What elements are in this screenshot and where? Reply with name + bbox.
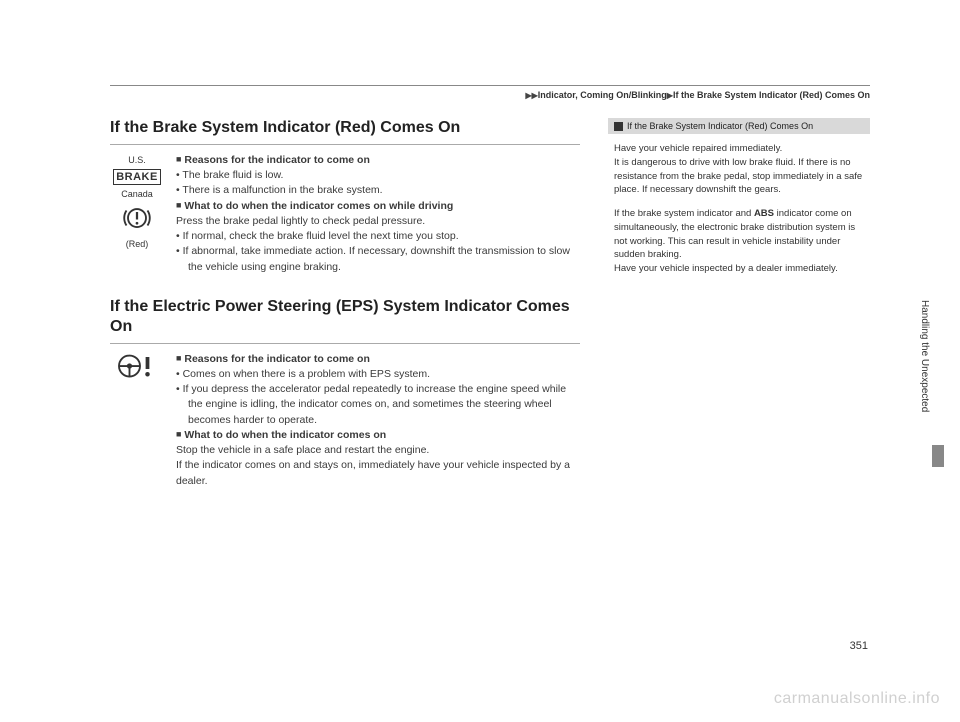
chapter-tab-label: Handling the Unexpected [919, 300, 930, 412]
watermark: carmanualsonline.info [774, 690, 940, 708]
manual-page: ▶▶Indicator, Coming On/Blinking▶If the B… [110, 85, 870, 489]
breadcrumb: ▶▶Indicator, Coming On/Blinking▶If the B… [110, 90, 870, 100]
what-heading: ■ What to do when the indicator comes on [176, 428, 580, 443]
content-columns: If the Brake System Indicator (Red) Come… [110, 118, 870, 489]
section-text: ■ Reasons for the indicator to come on T… [176, 153, 580, 275]
chevron-icon: ▶▶ [525, 91, 537, 100]
list-item: If you depress the accelerator pedal rep… [176, 382, 580, 428]
section-title: If the Electric Power Steering (EPS) Sys… [110, 297, 580, 337]
brake-circle-icon [122, 203, 152, 233]
section-body: ■ Reasons for the indicator to come on C… [110, 352, 580, 489]
section-rule [110, 343, 580, 344]
brake-indicator-icon: BRAKE [113, 169, 161, 185]
list-item: Comes on when there is a problem with EP… [176, 367, 580, 382]
sidebar-header: If the Brake System Indicator (Red) Come… [608, 118, 870, 134]
body-text: Press the brake pedal lightly to check p… [176, 214, 580, 229]
section-2: If the Electric Power Steering (EPS) Sys… [110, 297, 580, 489]
canada-label: Canada [110, 189, 164, 199]
sidebar-para: If the brake system indicator and ABS in… [614, 207, 864, 276]
section-body: U.S. BRAKE Canada (Red) ■ Reasons for th… [110, 153, 580, 275]
sidebar-body: Have your vehicle repaired immediately. … [608, 134, 870, 276]
sidebar-title: If the Brake System Indicator (Red) Come… [627, 121, 813, 131]
list-item: If abnormal, take immediate action. If n… [176, 244, 580, 274]
us-label: U.S. [110, 155, 164, 165]
list-item: If normal, check the brake fluid level t… [176, 229, 580, 244]
indicator-icons: U.S. BRAKE Canada (Red) [110, 153, 164, 275]
list-item: There is a malfunction in the brake syst… [176, 183, 580, 198]
section-title: If the Brake System Indicator (Red) Come… [110, 118, 580, 138]
list-item: The brake fluid is low. [176, 168, 580, 183]
what-heading: ■ What to do when the indicator comes on… [176, 199, 580, 214]
sidebar-column: If the Brake System Indicator (Red) Come… [608, 118, 870, 489]
indicator-icons [110, 352, 164, 489]
main-column: If the Brake System Indicator (Red) Come… [110, 118, 580, 489]
breadcrumb-l1: Indicator, Coming On/Blinking [538, 90, 667, 100]
reasons-heading: ■ Reasons for the indicator to come on [176, 153, 580, 168]
section-text: ■ Reasons for the indicator to come on C… [176, 352, 580, 489]
breadcrumb-l2: If the Brake System Indicator (Red) Come… [673, 90, 870, 100]
body-text: Stop the vehicle in a safe place and res… [176, 443, 580, 458]
header-rule [110, 85, 870, 86]
note-icon [614, 122, 623, 131]
sidebar-para: Have your vehicle repaired immediately. … [614, 142, 864, 197]
eps-indicator-icon [116, 352, 158, 380]
reasons-heading: ■ Reasons for the indicator to come on [176, 352, 580, 367]
page-number: 351 [850, 640, 868, 652]
body-text: If the indicator comes on and stays on, … [176, 458, 580, 488]
section-rule [110, 144, 580, 145]
chapter-tab-block [932, 445, 944, 467]
red-label: (Red) [110, 239, 164, 249]
